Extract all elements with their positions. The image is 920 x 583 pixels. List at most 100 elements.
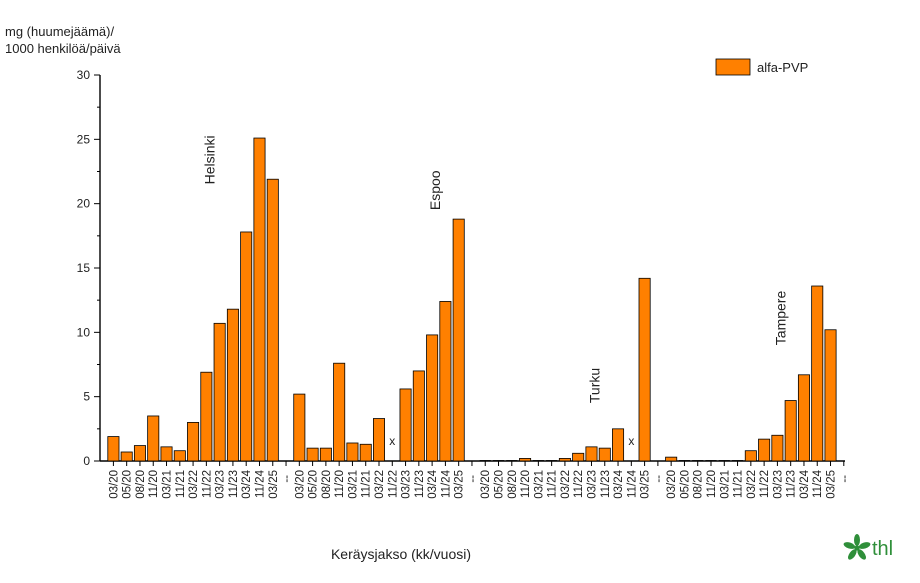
x-tick-label: 11/23	[228, 470, 240, 498]
y-tick-label: 20	[77, 197, 91, 211]
bar	[784, 400, 797, 462]
thl-logo-icon	[843, 534, 871, 560]
x-tick-label: 03/25	[826, 470, 838, 499]
x-tick-label: 11/20	[520, 470, 532, 498]
x-tick-label: 03/23	[215, 470, 227, 499]
legend-swatch	[715, 58, 751, 76]
x-tick-label: 11/23	[414, 470, 426, 498]
x-tick-label: 03/23	[401, 470, 413, 499]
x-tick-label: 05/20	[308, 470, 320, 499]
bar	[426, 334, 439, 462]
x-tick-label: 11/20	[706, 470, 718, 498]
x-tick-label: 11/23	[786, 470, 798, 498]
x-tick-label: 03/20	[666, 470, 678, 499]
x-tick-label: 03/21	[533, 470, 545, 499]
x-tick-label: 03/20	[480, 470, 492, 499]
x-tick-label: 03/22	[188, 470, 200, 499]
city-label: Espoo	[427, 170, 443, 210]
y-tick-label: 15	[77, 261, 91, 275]
x-tick-label: 11/22	[387, 470, 399, 498]
bar	[253, 137, 266, 462]
city-label: Helsinki	[201, 135, 217, 184]
thl-logo: thl	[843, 534, 893, 560]
x-tick-label: 03/24	[799, 469, 811, 498]
x-tick-label: 03/23	[586, 470, 598, 499]
bar	[585, 446, 598, 462]
x-separator-label: --	[281, 475, 293, 483]
x-tick-label: 05/20	[122, 470, 134, 499]
x-tick-label: 11/24	[440, 469, 452, 498]
bar	[293, 393, 306, 462]
x-tick-label: 03/21	[719, 470, 731, 499]
bar	[213, 322, 226, 462]
x-axis-label: Keräysjakso (kk/vuosi)	[331, 546, 471, 562]
bar	[359, 443, 372, 462]
bar	[346, 442, 359, 462]
bar	[558, 458, 571, 462]
bar	[133, 445, 146, 462]
x-tick-label: 03/25	[268, 470, 280, 499]
city-label: Tampere	[772, 291, 788, 346]
bar	[598, 447, 611, 462]
x-separator-label: --	[839, 475, 851, 483]
x-tick-label: 11/22	[759, 470, 771, 498]
y-tick-label: 25	[77, 132, 91, 146]
bar	[372, 418, 385, 462]
x-tick-label: 08/20	[693, 470, 705, 499]
bar	[147, 415, 160, 462]
x-tick-label: 03/25	[640, 470, 652, 499]
legend-label: alfa-PVP	[757, 60, 808, 75]
bar	[306, 447, 319, 462]
bar	[412, 370, 425, 462]
missing-data-marker: x	[389, 434, 395, 448]
y-tick-label: 0	[83, 454, 90, 468]
bar	[173, 450, 186, 462]
bar	[240, 231, 253, 462]
x-tick-label: 03/24	[427, 469, 439, 498]
bar	[439, 301, 452, 462]
bar	[226, 308, 239, 462]
x-tick-label: 08/20	[135, 470, 147, 499]
x-tick-label: 11/22	[201, 470, 213, 498]
x-tick-label: 11/21	[547, 470, 559, 498]
x-tick-label: 11/21	[175, 470, 187, 498]
x-tick-label: 03/22	[746, 470, 758, 499]
bar	[266, 178, 279, 462]
x-tick-label: 11/20	[148, 470, 160, 498]
x-tick-label: 03/21	[347, 470, 359, 499]
x-tick-label: 03/24	[613, 469, 625, 498]
x-tick-label: 03/24	[241, 469, 253, 498]
x-tick-label: 11/24	[626, 469, 638, 498]
bar	[399, 388, 412, 462]
x-tick-label: 03/22	[560, 470, 572, 499]
x-separator-label: --	[467, 475, 479, 483]
thl-logo-text: thl	[872, 538, 893, 560]
x-tick-label: 08/20	[507, 470, 519, 499]
y-axis-label-line2: 1000 henkilöä/päivä	[5, 41, 121, 56]
x-tick-label: 03/25	[454, 470, 466, 499]
bar	[824, 329, 837, 462]
bar	[665, 456, 678, 462]
x-separator-label: --	[653, 475, 665, 483]
missing-data-marker: x	[628, 434, 634, 448]
bar	[771, 434, 784, 462]
x-tick-label: 11/24	[254, 469, 266, 498]
legend: alfa-PVP	[715, 58, 808, 76]
bar	[160, 446, 173, 462]
bar	[519, 458, 532, 462]
x-tick-label: 05/20	[679, 470, 691, 499]
y-tick-label: 5	[83, 390, 90, 404]
bar	[187, 421, 200, 462]
bar	[333, 362, 346, 462]
bar	[638, 277, 651, 462]
x-tick-label: 03/20	[294, 470, 306, 499]
bar	[811, 285, 824, 462]
bar	[200, 371, 213, 462]
bar	[319, 447, 332, 462]
x-tick-label: 11/24	[812, 469, 824, 498]
bar	[744, 450, 757, 462]
x-tick-label: 03/23	[772, 470, 784, 499]
y-tick-label: 30	[77, 68, 91, 82]
